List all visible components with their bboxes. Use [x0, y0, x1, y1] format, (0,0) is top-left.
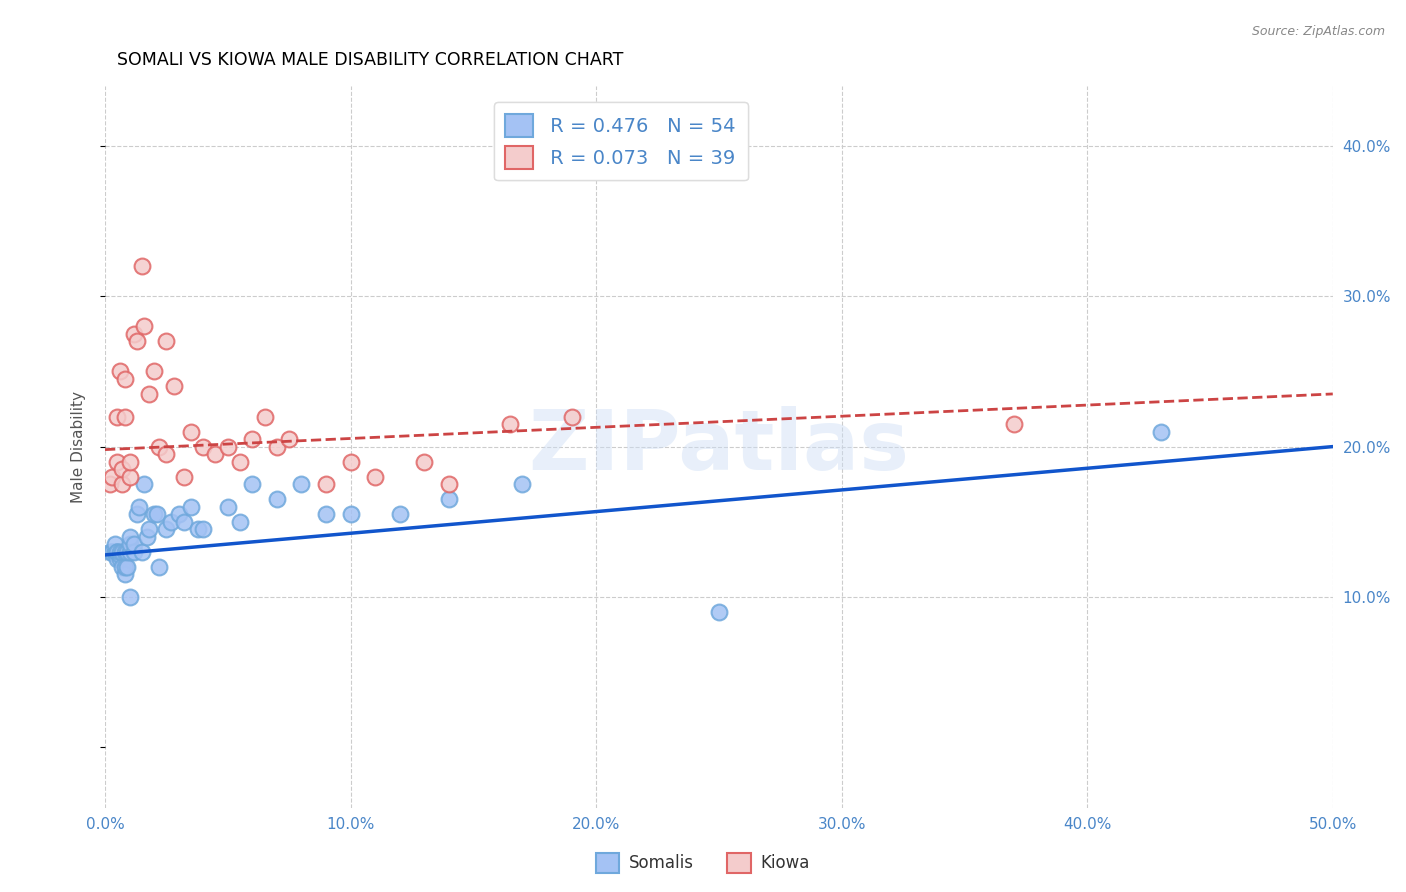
Point — [388, 508, 411, 522]
Point — [339, 508, 361, 522]
Point — [108, 364, 131, 378]
Point — [315, 508, 337, 522]
Point — [104, 545, 127, 559]
Point — [118, 537, 141, 551]
Point — [229, 455, 252, 469]
Point — [437, 492, 460, 507]
Point — [229, 515, 252, 529]
Point — [138, 522, 160, 536]
Point — [253, 409, 276, 424]
Point — [339, 455, 361, 469]
Point — [118, 455, 141, 469]
Point — [266, 440, 288, 454]
Point — [315, 477, 337, 491]
Point — [105, 545, 128, 559]
Text: SOMALI VS KIOWA MALE DISABILITY CORRELATION CHART: SOMALI VS KIOWA MALE DISABILITY CORRELAT… — [117, 51, 624, 69]
Point — [101, 545, 124, 559]
Point — [135, 530, 157, 544]
Point — [118, 545, 141, 559]
Point — [143, 508, 166, 522]
Point — [1002, 417, 1025, 431]
Point — [173, 469, 195, 483]
Point — [437, 477, 460, 491]
Point — [217, 440, 239, 454]
Point — [180, 425, 202, 439]
Point — [105, 552, 128, 566]
Point — [118, 590, 141, 604]
Point — [148, 440, 170, 454]
Point — [131, 545, 153, 559]
Point — [145, 508, 167, 522]
Point — [115, 560, 138, 574]
Point — [111, 462, 134, 476]
Point — [114, 560, 136, 574]
Point — [114, 372, 136, 386]
Point — [111, 477, 134, 491]
Point — [101, 545, 124, 559]
Point — [104, 537, 127, 551]
Point — [105, 455, 128, 469]
Point — [148, 560, 170, 574]
Legend: Somalis, Kiowa: Somalis, Kiowa — [589, 847, 817, 880]
Point — [266, 492, 288, 507]
Point — [173, 515, 195, 529]
Point — [143, 364, 166, 378]
Point — [124, 545, 146, 559]
Point — [108, 548, 131, 562]
Point — [187, 522, 209, 536]
Point — [217, 500, 239, 514]
Point — [128, 500, 150, 514]
Point — [290, 477, 312, 491]
Point — [124, 326, 146, 341]
Point — [114, 567, 136, 582]
Point — [204, 447, 226, 461]
Point — [167, 508, 190, 522]
Point — [134, 319, 156, 334]
Y-axis label: Male Disability: Male Disability — [72, 391, 86, 502]
Point — [413, 455, 436, 469]
Point — [124, 537, 146, 551]
Text: Source: ZipAtlas.com: Source: ZipAtlas.com — [1251, 25, 1385, 38]
Point — [499, 417, 522, 431]
Point — [125, 334, 148, 349]
Point — [512, 477, 534, 491]
Point — [108, 552, 131, 566]
Point — [105, 545, 128, 559]
Point — [364, 469, 387, 483]
Point — [180, 500, 202, 514]
Point — [155, 334, 177, 349]
Legend:  R = 0.476   N = 54,  R = 0.073   N = 39: R = 0.476 N = 54, R = 0.073 N = 39 — [494, 103, 748, 180]
Point — [134, 477, 156, 491]
Point — [115, 545, 138, 559]
Point — [105, 409, 128, 424]
Point — [108, 545, 131, 559]
Point — [105, 545, 128, 559]
Point — [114, 409, 136, 424]
Point — [160, 515, 183, 529]
Point — [561, 409, 583, 424]
Point — [193, 522, 215, 536]
Point — [101, 469, 124, 483]
Point — [131, 259, 153, 273]
Point — [240, 432, 263, 446]
Point — [1150, 425, 1173, 439]
Point — [125, 508, 148, 522]
Point — [707, 605, 730, 619]
Point — [163, 379, 186, 393]
Point — [104, 545, 127, 559]
Point — [111, 560, 134, 574]
Point — [155, 447, 177, 461]
Point — [114, 545, 136, 559]
Text: ZIPatlas: ZIPatlas — [529, 406, 910, 487]
Point — [138, 387, 160, 401]
Point — [193, 440, 215, 454]
Point — [118, 469, 141, 483]
Point — [118, 530, 141, 544]
Point — [111, 545, 134, 559]
Point — [155, 522, 177, 536]
Point — [98, 545, 121, 559]
Point — [278, 432, 301, 446]
Point — [240, 477, 263, 491]
Point — [98, 477, 121, 491]
